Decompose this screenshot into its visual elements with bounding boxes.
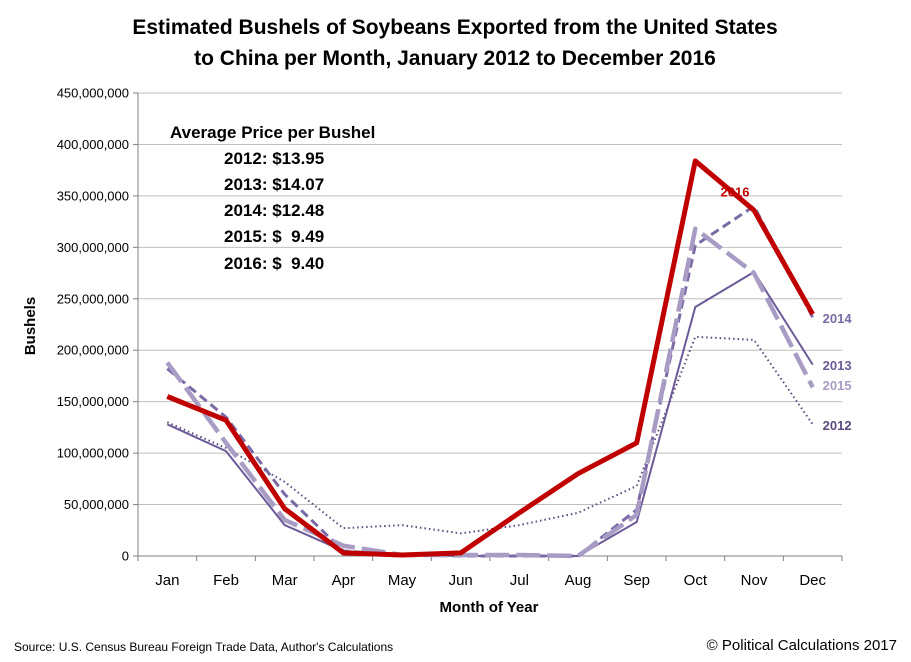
x-tick-label: Nov xyxy=(741,572,768,589)
x-tick-label: Mar xyxy=(272,572,298,589)
series-label-2012: 2012 xyxy=(823,418,852,433)
price-2012: 2012: $13.95 xyxy=(224,149,324,168)
y-tick-label: 400,000,000 xyxy=(57,137,129,152)
gridlines xyxy=(138,92,842,506)
x-tick-label: Jun xyxy=(449,572,473,589)
series-label-2014: 2014 xyxy=(823,311,853,326)
x-tick-label: Feb xyxy=(213,572,239,589)
x-tick-label: May xyxy=(388,572,417,589)
y-tick-label: 300,000,000 xyxy=(57,240,129,255)
source-note: Source: U.S. Census Bureau Foreign Trade… xyxy=(14,640,393,654)
price-annotation: Average Price per Bushel 2012: $13.95 20… xyxy=(170,123,375,273)
y-axis-title: Bushels xyxy=(22,297,39,355)
price-2015: 2015: $ 9.49 xyxy=(224,227,324,246)
x-tick-label: Jan xyxy=(155,572,179,589)
y-tick-label: 250,000,000 xyxy=(57,291,129,306)
series-label-2015: 2015 xyxy=(823,378,852,393)
series-line-2015 xyxy=(165,226,815,559)
copyright-note: © Political Calculations 2017 xyxy=(707,637,897,654)
price-2013: 2013: $14.07 xyxy=(224,175,324,194)
price-2014: 2014: $12.48 xyxy=(224,201,324,220)
y-tick-label: 100,000,000 xyxy=(57,446,129,461)
x-tick-label: Sep xyxy=(623,572,650,589)
series-label-2016: 2016 xyxy=(721,184,750,199)
y-tick-label: 0 xyxy=(122,549,129,564)
y-tick-label: 200,000,000 xyxy=(57,343,129,358)
x-axis-title: Month of Year xyxy=(440,599,539,616)
x-tick-label: Jul xyxy=(510,572,529,589)
price-2016: 2016: $ 9.40 xyxy=(224,254,324,273)
y-tick-label: 50,000,000 xyxy=(64,497,129,512)
x-axis-ticks: Jan Feb Mar Apr May Jun Jul Aug Sep Oct Nov Dec xyxy=(137,556,843,589)
chart-title-line2: to China per Month, January 2012 to Dece… xyxy=(194,47,716,70)
x-tick-label: Oct xyxy=(684,572,708,589)
chart-title-line1: Estimated Bushels of Soybeans Exported f… xyxy=(132,16,777,39)
y-tick-label: 450,000,000 xyxy=(57,86,129,101)
series-labels: 2012 2013 2014 2015 2016 xyxy=(721,184,853,433)
series-line-2016 xyxy=(166,158,815,558)
series-lines xyxy=(165,158,815,559)
series-line-2013 xyxy=(166,271,814,557)
series-label-2013: 2013 xyxy=(823,358,852,373)
series-line-2012 xyxy=(166,335,814,535)
price-heading: Average Price per Bushel xyxy=(170,123,375,142)
x-tick-label: Aug xyxy=(565,572,592,589)
x-tick-label: Dec xyxy=(799,572,826,589)
y-tick-label: 150,000,000 xyxy=(57,394,129,409)
x-tick-label: Apr xyxy=(332,572,355,589)
y-axis-ticks: 0 50,000,000 100,000,000 150,000,000 200,000… xyxy=(57,86,138,564)
y-tick-label: 350,000,000 xyxy=(57,188,129,203)
